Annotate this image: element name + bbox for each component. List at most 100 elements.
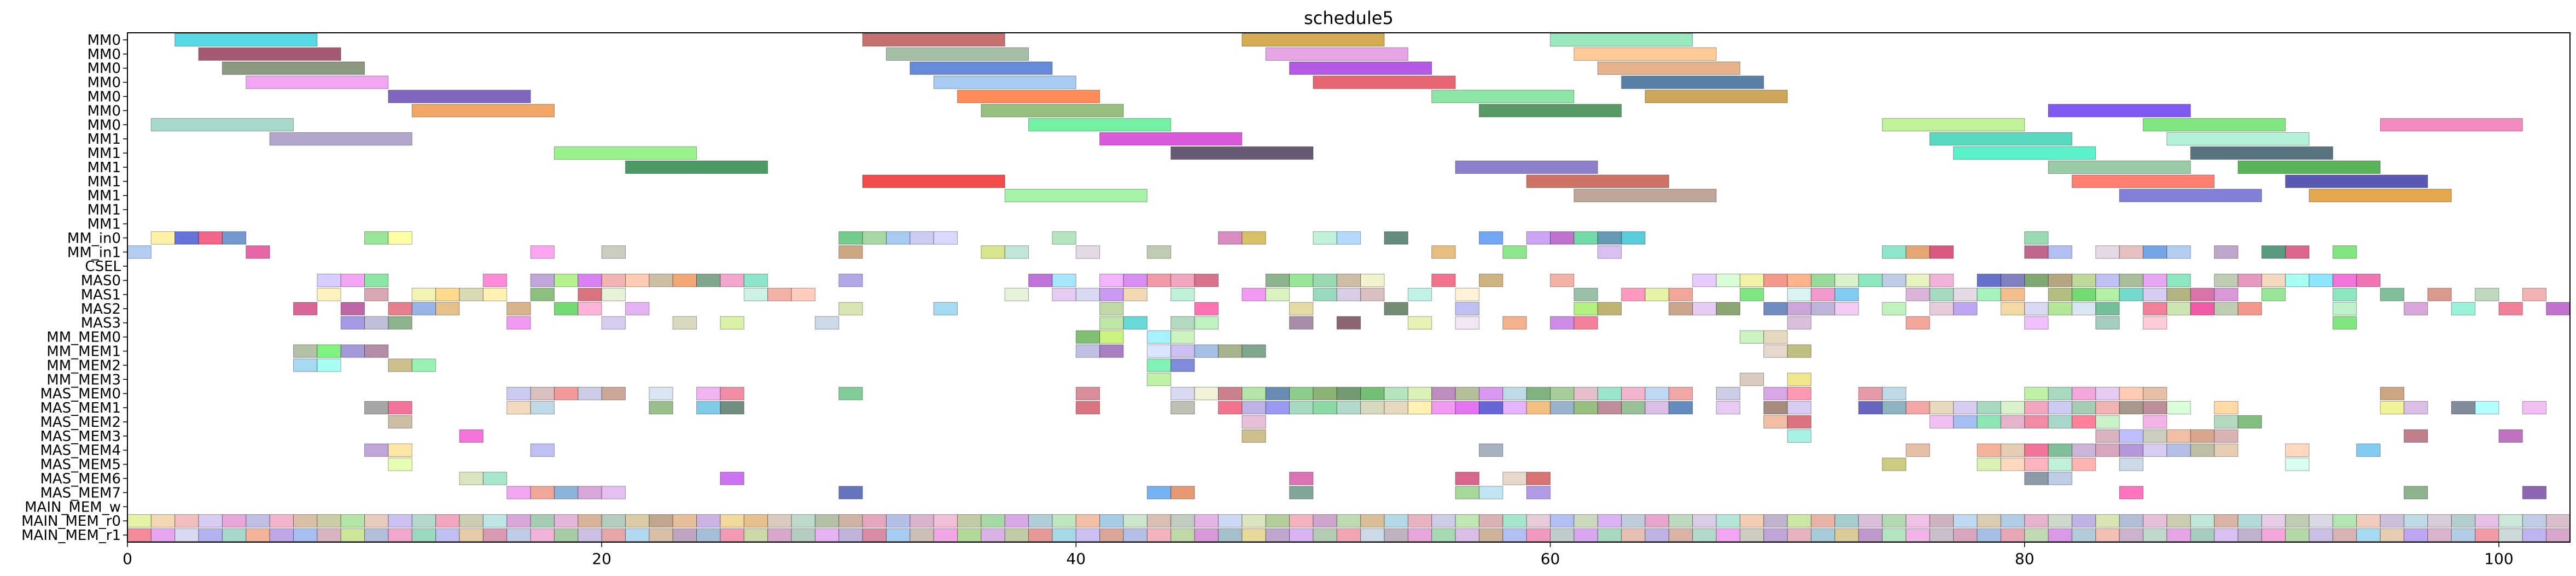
task-cell xyxy=(1526,472,1551,485)
task-bar xyxy=(2309,189,2452,202)
task-cell xyxy=(2024,472,2049,485)
task-cell xyxy=(1929,528,1954,542)
task-cell xyxy=(1811,287,1835,302)
task-cell xyxy=(2380,287,2404,302)
task-cell xyxy=(2214,429,2239,443)
task-cell xyxy=(1455,472,1479,485)
task-cell xyxy=(2451,401,2476,415)
task-cell xyxy=(2285,273,2310,287)
task-cell xyxy=(862,528,887,542)
task-cell xyxy=(340,273,365,287)
task-cell xyxy=(1550,401,1575,415)
task-cell xyxy=(1502,514,1527,528)
task-cell xyxy=(222,528,247,542)
task-bar xyxy=(1573,47,1717,61)
task-cell xyxy=(1242,344,1266,358)
task-cell xyxy=(1360,387,1385,401)
task-cell xyxy=(530,387,555,401)
task-cell xyxy=(672,528,697,542)
task-bar xyxy=(862,174,1005,188)
task-cell xyxy=(1194,344,1219,358)
task-bar xyxy=(1028,118,1172,132)
x-tick-label: 100 xyxy=(2484,550,2513,568)
y-tick-label: MAS3 xyxy=(81,315,121,332)
task-cell xyxy=(340,344,365,358)
task-cell xyxy=(1218,231,1243,245)
task-cell xyxy=(1384,231,1408,245)
task-cell xyxy=(459,514,483,528)
task-cell xyxy=(1170,387,1195,401)
task-cell xyxy=(388,457,412,471)
task-cell xyxy=(625,514,650,528)
task-cell xyxy=(1668,387,1693,401)
task-cell xyxy=(1052,514,1076,528)
task-cell xyxy=(1336,514,1361,528)
task-cell xyxy=(862,514,887,528)
task-cell xyxy=(1929,514,1954,528)
task-bar xyxy=(150,118,294,132)
task-cell xyxy=(1858,528,1883,542)
task-cell xyxy=(1977,287,2001,302)
task-cell xyxy=(2143,302,2167,315)
task-cell xyxy=(2143,316,2167,330)
task-cell xyxy=(1242,231,1266,245)
task-cell xyxy=(1431,401,1456,415)
task-cell xyxy=(1763,344,1788,358)
task-cell xyxy=(814,514,840,528)
task-cell xyxy=(1905,287,1930,302)
task-cell xyxy=(1478,514,1503,528)
y-axis-labels: MM0MM0MM0MM0MM0MM0MM0MM1MM1MM1MM1MM1MM1M… xyxy=(21,32,127,544)
task-cell xyxy=(1407,528,1432,542)
task-cell xyxy=(1787,344,1812,358)
task-cell xyxy=(1787,429,1812,443)
task-cell xyxy=(1953,401,1978,415)
task-cell xyxy=(1929,273,1954,287)
task-cell xyxy=(933,514,958,528)
task-cell xyxy=(2214,415,2239,429)
task-cell xyxy=(2000,443,2025,457)
task-cell xyxy=(2143,401,2167,415)
task-cell xyxy=(1289,302,1314,315)
task-cell xyxy=(506,514,531,528)
y-tick-label: MM1 xyxy=(88,174,121,190)
task-bar xyxy=(1573,189,1717,202)
task-bar xyxy=(174,33,318,47)
task-bar xyxy=(885,47,1029,61)
task-cell xyxy=(1953,287,1978,302)
task-cell xyxy=(1004,514,1029,528)
task-cell xyxy=(364,528,389,542)
task-cell xyxy=(174,514,199,528)
task-cell xyxy=(2143,273,2167,287)
task-cell xyxy=(1787,415,1812,429)
task-cell xyxy=(1929,245,1954,259)
task-cell xyxy=(2119,273,2144,287)
task-cell xyxy=(1075,287,1100,302)
task-cell xyxy=(1977,401,2001,415)
task-cell xyxy=(1123,316,1147,330)
task-cell xyxy=(2498,514,2523,528)
task-cell xyxy=(127,514,151,528)
task-cell xyxy=(1194,514,1219,528)
y-tick-label: MAS2 xyxy=(81,301,121,318)
y-tick-label: MAS_MEM4 xyxy=(40,443,121,459)
task-cell xyxy=(1075,514,1100,528)
task-cell xyxy=(174,528,199,542)
task-cell xyxy=(2475,528,2499,542)
task-cell xyxy=(1834,302,1859,315)
task-cell xyxy=(2024,245,2049,259)
task-cell xyxy=(838,273,863,287)
task-cell xyxy=(1621,528,1646,542)
task-cell xyxy=(2332,528,2357,542)
task-cell xyxy=(1502,472,1527,485)
y-tick-label: MM1 xyxy=(88,188,121,204)
task-cell xyxy=(601,245,626,259)
task-cell xyxy=(1384,514,1408,528)
task-cell xyxy=(601,273,626,287)
y-tick-label: MAS_MEM7 xyxy=(40,485,121,501)
task-cell xyxy=(553,302,579,315)
y-tick-label: MAS0 xyxy=(81,273,121,289)
task-bar xyxy=(1597,61,1740,75)
task-cell xyxy=(2214,443,2239,457)
task-cell xyxy=(1834,528,1859,542)
task-cell xyxy=(1929,302,1954,315)
